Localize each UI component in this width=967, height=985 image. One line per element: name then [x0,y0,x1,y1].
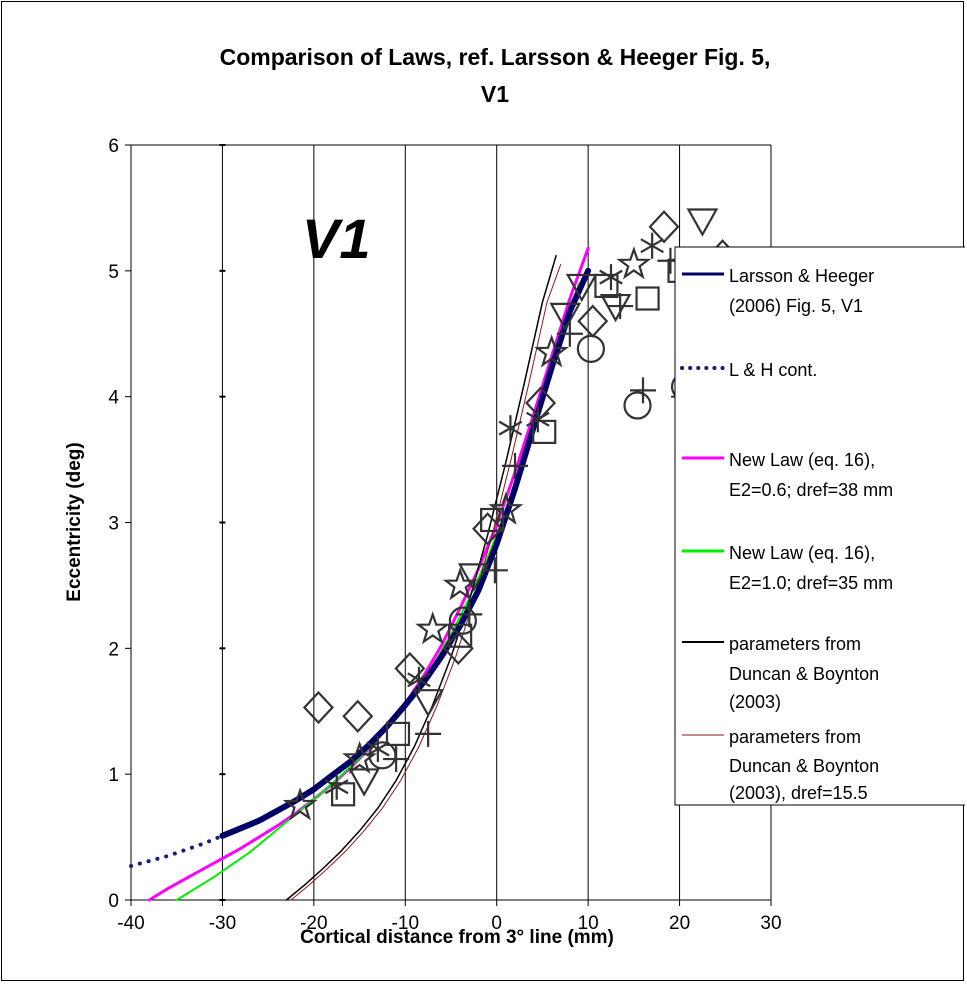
x-tick-label: 10 [578,913,599,934]
asterisk-stroke [407,672,431,688]
cross-marker [630,377,656,404]
star-marker [415,611,451,645]
y-tick-label: 5 [108,262,119,283]
square-marker [532,419,557,444]
asterisk-marker [324,773,349,800]
diamond-marker [394,651,426,686]
y-tick-label: 1 [108,765,119,786]
circle-marker [623,391,652,420]
cross-marker [415,720,442,747]
asterisk-stroke [498,420,523,436]
asterisk-stroke [324,779,349,795]
plot-area [131,145,771,900]
star-marker [442,567,478,601]
v1-annotation: V1 [302,207,371,270]
triangle-marker [457,563,490,592]
cross-marker [556,320,583,347]
y-tick-label: 3 [108,514,119,535]
triangle-marker [599,293,632,323]
cross-marker [383,746,410,773]
legend-label: (2003) [729,692,781,712]
diamond-marker [648,210,680,244]
x-tick-label: -10 [392,913,419,934]
star-marker [616,246,652,280]
legend-label: (2006) Fig. 5, V1 [729,296,863,316]
diamond-marker [342,699,374,733]
tick-labels: -40 -30 -20 -10 0 10 20 30 0 1 2 3 4 5 6 [108,136,781,934]
asterisk-marker [407,666,431,693]
x-tick-label: -30 [209,913,236,934]
y-tick-label: 4 [108,388,119,409]
square-marker [480,507,505,533]
legend: Larsson & Heeger (2006) Fig. 5, V1 L & H c… [674,246,965,806]
square-marker [635,286,660,311]
legend-label: Duncan & Boynton [729,756,879,776]
x-tick-label: 30 [760,913,781,934]
legend-label: Larsson & Heeger [729,266,874,286]
legend-label: L & H cont. [729,360,817,380]
asterisk-marker [498,415,523,442]
circle-marker [448,606,477,635]
y-tick-label: 2 [108,639,119,660]
diamond-marker [472,512,504,546]
x-tick-label: 20 [669,913,690,934]
series-line-0 [219,267,592,839]
cross-marker [481,557,508,584]
legend-label: E2=1.0; dref=35 mm [729,573,893,593]
triangle-marker [412,689,445,718]
legend-label: E2=0.6; dref=38 mm [729,480,893,500]
legend-label: New Law (eq. 16), [729,543,875,563]
y-axis-title: Eccentricity (deg) [64,442,85,601]
asterisk-stroke [640,238,664,254]
square-marker [385,721,411,747]
series-line-4 [285,254,557,901]
y-tick-label: 0 [108,891,119,912]
y-tick-label: 6 [108,136,119,157]
star-marker [534,334,569,368]
asterisk-stroke [599,269,623,285]
asterisk-stroke [366,741,390,757]
cross-marker [456,601,483,628]
legend-label: parameters from [729,634,861,654]
asterisk-marker [599,264,623,291]
asterisk-marker [526,406,550,433]
axes [125,144,772,906]
x-tick-label: -20 [300,913,327,934]
triangle-marker [549,302,582,332]
circle-marker [576,334,605,363]
chart-title-line-1: Comparison of Laws, ref. Larsson & Heege… [220,44,771,70]
legend-label: New Law (eq. 16), [729,450,875,470]
x-tick-label: 0 [491,913,502,934]
square-marker [448,623,473,648]
cross-marker [502,452,528,479]
cross-marker [607,293,634,320]
legend-label: parameters from [729,727,861,747]
x-tick-label: -40 [117,913,144,934]
star-marker [488,491,524,525]
chart-title-line-2: V1 [481,81,509,107]
asterisk-marker [366,736,390,762]
triangle-marker [686,208,719,237]
asterisk-stroke [526,411,550,427]
legend-label: (2003), dref=15.5 [729,783,868,803]
asterisk-marker [640,232,664,259]
legend-label: Duncan & Boynton [729,664,879,684]
triangle-marker [565,273,598,303]
diamond-marker [302,690,334,725]
x-axis-title: Cortical distance from 3° line (mm) [300,927,614,948]
star-marker [282,787,318,821]
